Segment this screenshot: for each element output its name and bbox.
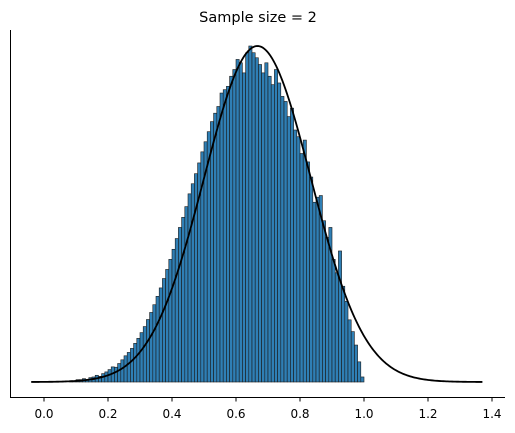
histogram-bar [120,359,125,383]
histogram-bar [270,84,275,383]
histogram-bar [216,106,221,383]
histogram-bar [277,82,282,383]
x-tick-label: 1.2 [418,407,437,421]
histogram-bar [315,196,320,383]
histogram-bar [210,121,214,383]
histogram-bar [181,217,186,383]
histogram-bar [341,285,346,383]
histogram-bar [354,344,358,383]
histogram-bar [206,131,211,383]
histogram-bar [325,237,330,383]
histogram-bar [168,259,173,383]
histogram-bar [155,296,160,383]
histogram-bar [264,62,269,383]
histogram-bar [280,96,285,383]
histogram-bar [171,248,176,383]
histogram-bar [126,352,131,383]
histogram-bar [331,259,336,383]
histogram-bar [360,376,365,383]
histogram-bar [232,69,237,383]
histogram-bar [219,92,224,383]
histogram-bar [283,101,288,383]
density-curve-layer [31,45,483,383]
histogram-bar [312,201,317,383]
histogram-bar [222,89,227,383]
histogram-bar [274,69,278,383]
histogram-bar [350,331,355,383]
histogram-bar [296,136,301,383]
histogram-bar [226,86,230,383]
histogram-bar [114,366,118,383]
histogram-bar [165,269,170,383]
histogram-bar [261,72,266,383]
histogram-bar [139,332,144,383]
histogram-bar [117,363,122,383]
histogram-bar [229,75,234,383]
histogram-bar [178,227,182,383]
histogram-bar [347,319,352,383]
x-tick-label: 0.8 [290,407,309,421]
histogram-bar [130,348,134,383]
x-tick-label: 1.4 [482,407,501,421]
histogram-bar [318,195,323,383]
histogram-bar [286,116,291,383]
histogram-bar [152,304,157,383]
histogram-bar [242,72,246,383]
histogram-bar [158,287,163,383]
x-axis-ticks: 0.0 0.2 0.4 0.6 0.8 1.0 1.2 1.4 [34,397,502,421]
histogram-bar [357,361,362,383]
histogram-bar [338,250,342,383]
histogram-bar [306,161,310,383]
histogram-bar [184,206,189,383]
histogram-bar [302,139,307,383]
x-tick-label: 0.4 [162,407,181,421]
histogram-bar [187,193,192,383]
histogram-bar [322,220,326,383]
histogram-bar [213,112,218,383]
histogram-bar [149,312,154,383]
x-tick-label: 0.6 [226,407,245,421]
histogram-bar [238,62,243,383]
histogram-bar [162,278,166,383]
histogram-bar [136,338,141,383]
histogram-bar [235,59,240,383]
histogram-bar [248,45,253,383]
density-curve [31,45,483,383]
histogram-bar [245,52,250,383]
histogram-bar [251,52,256,383]
histogram-bar [344,301,349,383]
histogram-bar [258,64,262,383]
x-tick-label: 1.0 [354,407,373,421]
histogram-bar [267,75,272,383]
chart-title: Sample size = 2 [199,10,317,26]
histogram-bar [146,319,150,383]
x-tick-label: 0.2 [98,407,117,421]
histogram-bar [133,343,138,383]
histogram-bar [334,272,339,383]
histogram-bar [309,176,314,383]
histogram-bar [142,326,147,383]
histogram-bar [254,57,259,383]
x-tick-label: 0.0 [34,407,53,421]
histogram-bar [293,129,298,383]
histogram-bar [299,153,304,383]
axes [10,30,505,398]
histogram-bar [290,107,294,383]
histogram-bar [123,355,128,383]
histogram-bar [174,238,179,383]
